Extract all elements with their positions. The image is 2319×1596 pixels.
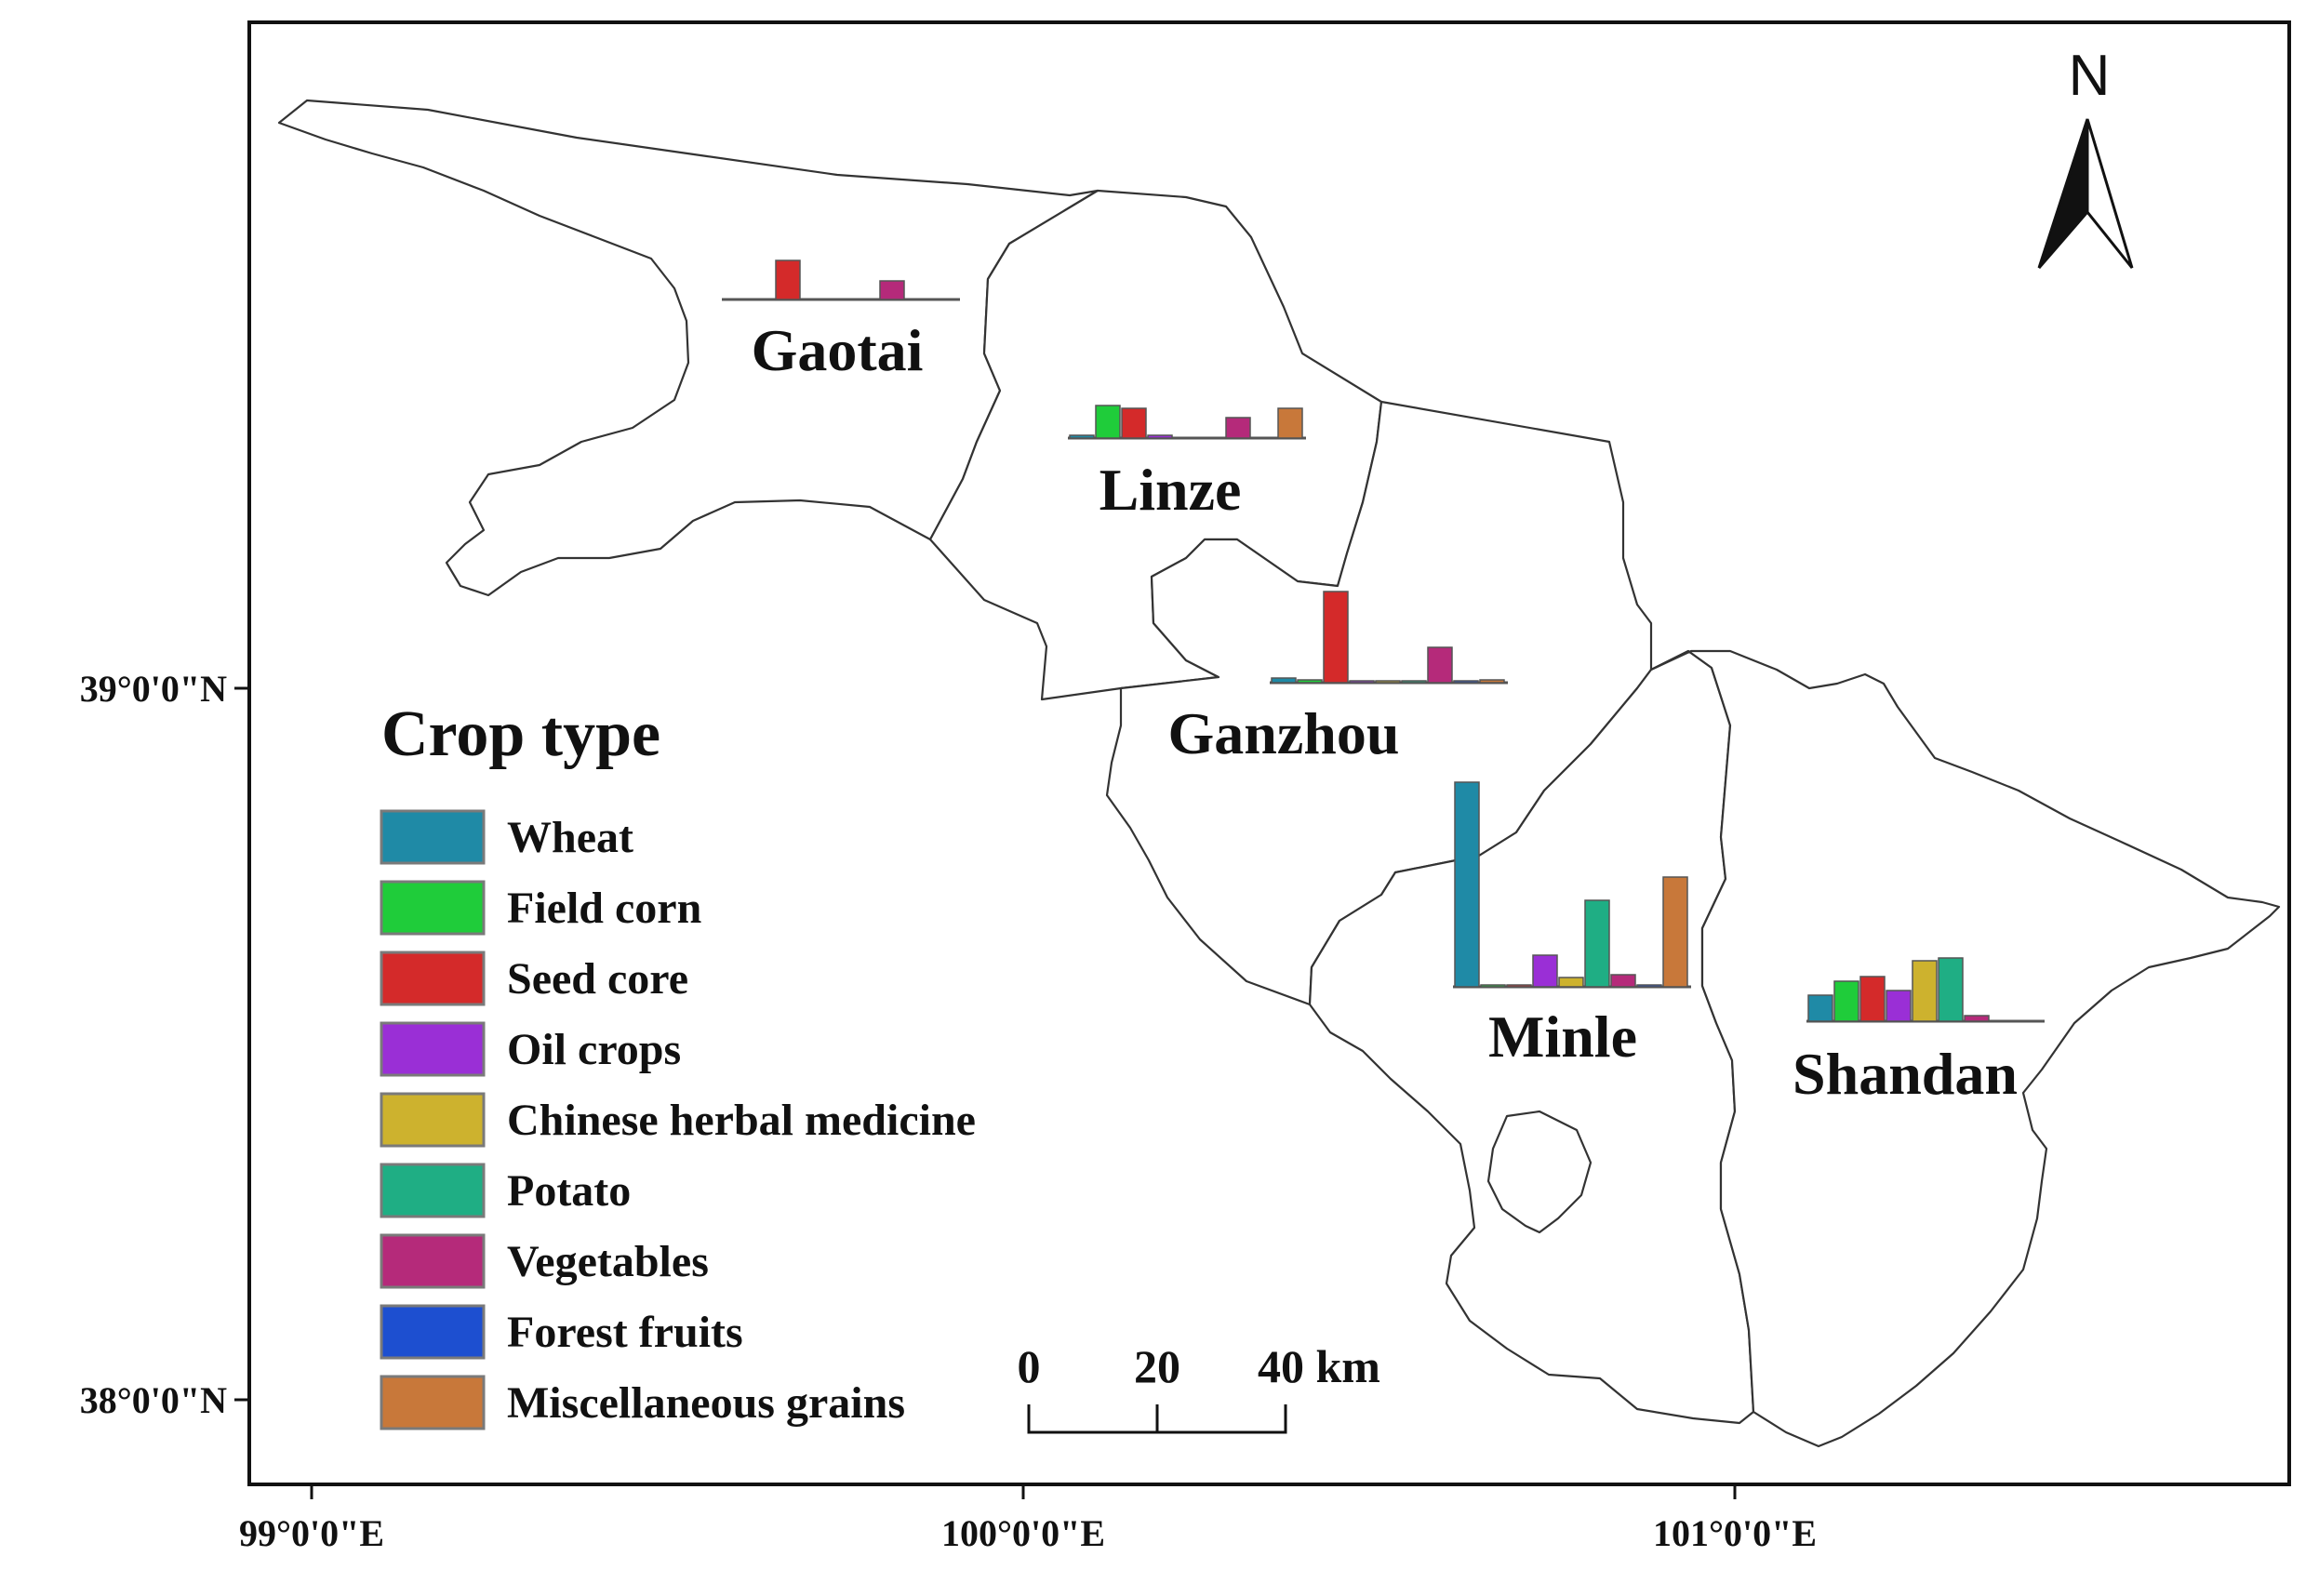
bar-minle-vegetables [1610,974,1636,988]
bar-minle-field-corn [1480,984,1506,988]
legend-label: Potato [507,1166,631,1216]
scale-label-40km: 40 km [1258,1340,1380,1392]
legend-swatch [380,1163,486,1218]
bar-linze-oil-crops [1147,434,1173,439]
scale-label-0: 0 [1018,1340,1041,1392]
legend-label: Wheat [507,813,633,862]
legend-label: Oil crops [507,1025,681,1074]
legend-swatch [380,809,486,865]
legend-label: Chinese herbal medicine [507,1096,976,1145]
bar-ganzhou-potato [1401,680,1427,684]
bar-ganzhou-miscellaneous-grains [1479,679,1505,684]
bar-ganzhou-field-corn [1297,679,1323,684]
north-arrow: N [2037,44,2134,269]
shandan-boundary [1649,649,2281,1448]
county-bar-charts [722,259,2045,1023]
bar-shandan-wheat [1807,994,1833,1022]
legend-swatch [380,880,486,936]
bar-shandan-field-corn [1833,980,1859,1022]
legend-swatch [380,1375,486,1430]
bar-minle-potato [1584,899,1610,988]
legend-label: Field corn [507,884,701,933]
lat-label-38: 38°0'0"N [80,1379,227,1421]
legend-label: Forest fruits [507,1308,743,1357]
minle-enclave [1486,1110,1593,1234]
bar-minle-chinese-herbal-medicine [1558,977,1584,988]
bar-gaotai-seed-core [775,259,801,300]
bar-minle-miscellaneous-grains [1662,876,1688,988]
legend-items: Wheat Field corn Seed core Oil crops Chinese… [380,809,976,1430]
bar-ganzhou-oil-crops [1349,680,1375,684]
lat-label-39: 39°0'0"N [80,668,227,710]
north-label: N [2069,44,2111,108]
legend-title: Crop type [381,698,660,770]
county-label-minle: Minle [1488,1004,1637,1070]
legend-swatch [380,951,486,1006]
bar-linze-field-corn [1095,405,1121,439]
county-labels: Gaotai Linze Ganzhou Minle Shandan [752,317,2018,1107]
scale-bar: 0 20 40 km [1018,1340,1380,1434]
bar-ganzhou-chinese-herbal-medicine [1375,680,1401,684]
lon-label-100: 100°0'0"E [941,1512,1105,1554]
bar-ganzhou-seed-core [1323,591,1349,684]
legend-swatch [380,1021,486,1077]
north-arrow-left-half [2037,118,2089,269]
bar-minle-oil-crops [1532,954,1558,988]
county-boundaries [277,99,2281,1448]
bar-linze-wheat [1069,434,1095,439]
scale-label-20: 20 [1134,1340,1180,1392]
bar-minle-wheat [1454,781,1480,988]
scale-bar-line [1027,1404,1287,1434]
bar-shandan-chinese-herbal-medicine [1912,960,1938,1022]
north-arrow-right-half [2086,118,2134,269]
bar-ganzhou-wheat [1271,677,1297,684]
bar-shandan-vegetables [1964,1015,1990,1022]
lon-label-99: 99°0'0"E [239,1512,384,1554]
lon-label-101: 101°0'0"E [1653,1512,1817,1554]
bar-linze-miscellaneous-grains [1277,407,1303,439]
bar-shandan-potato [1938,957,1964,1022]
county-label-gaotai: Gaotai [752,317,924,383]
legend-swatch [380,1304,486,1360]
legend-swatch [380,1092,486,1148]
bar-linze-vegetables [1225,417,1251,439]
map-frame [247,20,2291,1486]
county-label-shandan: Shandan [1793,1041,2018,1107]
bar-gaotai-vegetables [879,280,905,300]
bar-ganzhou-forest-fruits [1453,680,1479,684]
county-label-ganzhou: Ganzhou [1168,700,1400,766]
bar-shandan-seed-core [1859,976,1886,1022]
legend-label: Vegetables [507,1237,709,1286]
county-label-linze: Linze [1100,457,1242,523]
bar-ganzhou-vegetables [1427,646,1453,684]
bar-minle-forest-fruits [1636,984,1662,988]
bar-shandan-oil-crops [1886,990,1912,1022]
bar-minle-seed-core [1506,984,1532,988]
legend-label: Miscellaneous grains [507,1378,905,1428]
legend-swatch [380,1233,486,1289]
legend: Crop type Wheat Field corn Seed core Oil cr… [380,698,976,1430]
legend-label: Seed core [507,954,688,1004]
coordinate-grid: 39°0'0"N 38°0'0"N 99°0'0"E 100°0'0"E 101… [80,668,1817,1554]
bar-linze-seed-core [1121,407,1147,439]
